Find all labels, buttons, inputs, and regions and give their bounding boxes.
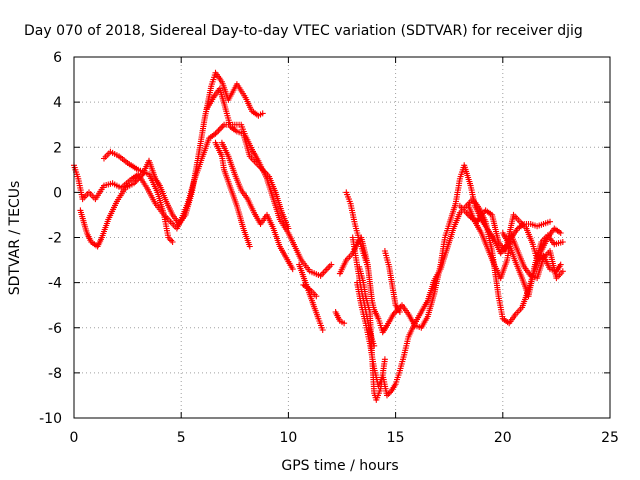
y-tick-label: 6 [53,50,62,66]
x-tick-label: 5 [177,430,186,446]
y-tick-label: -10 [39,411,62,427]
x-tick-label: 10 [279,430,297,446]
x-tick-label: 15 [387,430,405,446]
y-tick-label: 4 [53,95,62,111]
x-axis-label: GPS time / hours [281,458,398,474]
x-tick-label: 25 [601,430,619,446]
y-tick-label: 0 [53,185,62,201]
y-tick-label: -8 [48,366,62,382]
y-tick-label: -2 [48,231,62,247]
y-axis-label: SDTVAR / TECUs [7,181,23,296]
chart-title: Day 070 of 2018, Sidereal Day-to-day VTE… [24,23,583,39]
grid-lines [74,57,610,418]
x-tick-label: 20 [494,430,512,446]
y-tick-label: -6 [48,321,62,337]
y-tick-labels: -10 -8 -6 -4 -2 0 2 4 6 [39,50,62,427]
plot-frame [73,56,611,419]
x-tick-labels: 0 5 10 15 20 25 [70,430,619,446]
y-tick-label: 2 [53,140,62,156]
y-tick-label: -4 [48,276,62,292]
x-tick-label: 0 [70,430,79,446]
